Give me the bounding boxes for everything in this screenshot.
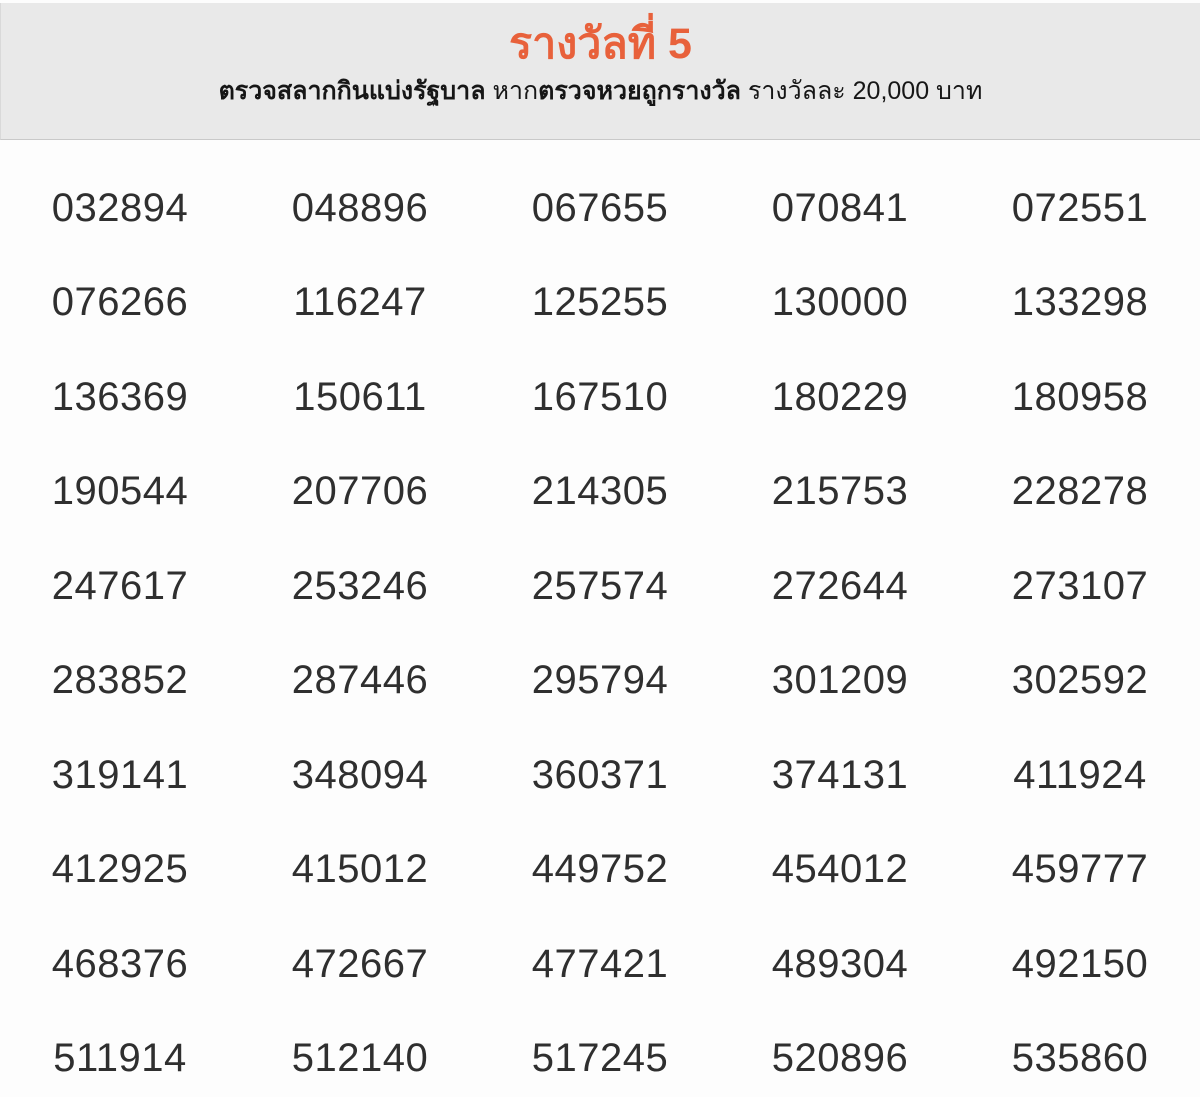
winning-numbers-grid: 032894 048896 067655 070841 072551 076266 1162… — [0, 140, 1200, 1097]
lottery-number: 253246 — [291, 563, 429, 608]
lottery-number: 319141 — [51, 752, 189, 797]
lottery-number: 472667 — [291, 941, 429, 986]
lottery-number: 076266 — [51, 280, 189, 325]
prize-subtitle-part: ตรวจหวยถูกรางวัล — [538, 77, 741, 105]
lottery-number: 247617 — [51, 563, 189, 608]
lottery-number: 032894 — [51, 185, 189, 230]
lottery-number: 150611 — [293, 374, 427, 419]
lottery-number: 468376 — [51, 941, 189, 986]
lottery-number: 228278 — [1011, 469, 1149, 514]
lottery-number: 130000 — [771, 280, 909, 325]
lottery-number: 133298 — [1011, 280, 1149, 325]
lottery-number: 302592 — [1011, 658, 1149, 703]
lottery-number: 257574 — [531, 563, 669, 608]
lottery-number: 214305 — [531, 469, 669, 514]
lottery-number: 454012 — [771, 847, 909, 892]
lottery-number: 207706 — [291, 469, 429, 514]
lottery-number: 449752 — [531, 847, 669, 892]
lottery-number: 287446 — [291, 658, 429, 703]
lottery-number: 411924 — [1013, 752, 1147, 797]
prize-subtitle-part: หาก — [485, 77, 539, 105]
prize-title: รางวัลที่ 5 — [509, 20, 692, 68]
lottery-number: 374131 — [771, 752, 909, 797]
lottery-number: 136369 — [51, 374, 189, 419]
prize-subtitle-part: ตรวจสลากกินแบ่งรัฐบาล — [218, 77, 486, 105]
lottery-number: 167510 — [531, 374, 669, 419]
lottery-number: 072551 — [1011, 185, 1149, 230]
lottery-number: 520896 — [771, 1036, 909, 1081]
lottery-number: 517245 — [531, 1036, 669, 1081]
lottery-number: 492150 — [1011, 941, 1149, 986]
lottery-number: 116247 — [293, 280, 427, 325]
lottery-number: 511914 — [53, 1036, 187, 1081]
lottery-number: 477421 — [531, 941, 669, 986]
lottery-number: 283852 — [51, 658, 189, 703]
lottery-number: 067655 — [531, 185, 669, 230]
lottery-number: 070841 — [771, 185, 909, 230]
lottery-number: 512140 — [291, 1036, 429, 1081]
lottery-number: 348094 — [291, 752, 429, 797]
prize-subtitle-part: รางวัลละ 20,000 บาท — [740, 77, 983, 105]
lottery-number: 489304 — [771, 941, 909, 986]
lottery-number: 301209 — [771, 658, 909, 703]
lottery-number: 272644 — [771, 563, 909, 608]
lottery-number: 125255 — [531, 280, 669, 325]
lottery-number: 535860 — [1011, 1036, 1149, 1081]
prize-subtitle: ตรวจสลากกินแบ่งรัฐบาล หากตรวจหวยถูกรางวั… — [1, 75, 1200, 107]
lottery-number: 459777 — [1011, 847, 1149, 892]
lottery-number: 048896 — [291, 185, 429, 230]
lottery-number: 295794 — [531, 658, 669, 703]
lottery-number: 215753 — [771, 469, 909, 514]
lottery-number: 415012 — [291, 847, 429, 892]
lottery-number: 190544 — [51, 469, 189, 514]
prize-header-banner: รางวัลที่ 5 ตรวจสลากกินแบ่งรัฐบาล หากตรว… — [0, 3, 1200, 140]
lottery-number: 180958 — [1011, 374, 1149, 419]
lottery-number: 412925 — [51, 847, 189, 892]
lottery-number: 180229 — [771, 374, 909, 419]
lottery-number: 273107 — [1011, 563, 1149, 608]
lottery-number: 360371 — [531, 752, 669, 797]
